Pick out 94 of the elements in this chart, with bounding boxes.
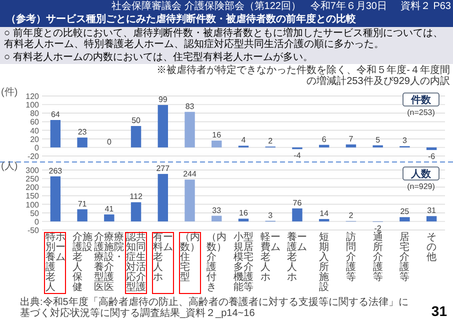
data-label: 31	[427, 206, 437, 216]
y-tick-label: 50	[30, 208, 40, 218]
y-tick-label: 120	[26, 92, 40, 101]
y-tick-label: 250	[26, 174, 40, 184]
y-tick-label: -20	[27, 152, 40, 161]
data-label: 5	[376, 135, 381, 144]
x-tick-label: 短期入所施設	[319, 232, 330, 293]
text: ○ 前年度との比較において、虐待判断件数・被虐待者数ともに増加したサービス種別については、有料老人ホーム、特別養護老人ホーム、認知症対応型共同生活介護の順に多かった。	[4, 28, 444, 50]
data-label: 41	[104, 204, 114, 214]
data-label: 244	[183, 170, 197, 179]
data-label: 76	[292, 198, 302, 208]
bar	[130, 202, 142, 222]
source-note: 出典:令和5年度「高齢者虐待の防止、高齢者の養護者に対する支援等に関する法律」に基づく対応状況等に関する調査結果_資料２_p14~16	[20, 297, 410, 319]
bar	[400, 217, 410, 222]
text: 資料２ P63	[400, 1, 451, 12]
bar	[318, 144, 330, 148]
data-label: 50	[132, 116, 142, 125]
text: 社会保障審議会 介護保険部会（第122回）	[112, 1, 301, 12]
y-tick-label: -50	[27, 226, 40, 235]
data-label: 0	[106, 137, 112, 146]
data-label: 99	[158, 95, 168, 104]
bar	[104, 214, 114, 222]
bar	[77, 138, 88, 148]
annotation: 件数	[410, 94, 432, 106]
data-label: -2	[374, 224, 382, 233]
bar	[130, 126, 142, 148]
y-tick-label: 40	[30, 126, 40, 136]
text: ※被虐待者が特定できなかった件数を除く、令和５年度-４年度間の増減計253件及び929人の内訳	[156, 65, 450, 87]
bar	[77, 209, 88, 222]
data-label: 112	[130, 192, 143, 202]
y-tick-label: 100	[26, 200, 40, 210]
text: 31	[431, 303, 447, 319]
chart-title: （参考）サービス種別ごとにみた虐待判断件数・被虐待者数の前年度との比較	[6, 14, 356, 25]
x-tick-label: 訪問介護等	[346, 232, 356, 285]
data-label: 3	[268, 210, 274, 220]
y-tick-label: 20	[30, 134, 40, 144]
category-label: 養護老人ホーム	[287, 232, 308, 283]
bar	[212, 216, 222, 222]
y-tick-label: 150	[26, 192, 40, 201]
data-label: -4	[294, 151, 302, 160]
y-tick-label: 100	[26, 100, 40, 110]
annotation: 人数	[410, 168, 432, 180]
y-axis-title: (件)	[1, 87, 18, 98]
bar	[426, 216, 437, 222]
data-label: 2	[268, 136, 274, 146]
bar	[426, 147, 437, 150]
bar	[238, 218, 249, 222]
category-label: 小規模多機能型居宅介護等	[234, 232, 254, 293]
bar	[50, 120, 61, 148]
data-label: 64	[50, 110, 60, 119]
x-tick-label: （内数）介護付き	[206, 232, 227, 293]
data-label: 2	[348, 211, 354, 220]
bar	[158, 174, 168, 222]
bar	[184, 180, 195, 222]
bar	[184, 112, 195, 148]
y-axis-title: (人)	[1, 161, 18, 172]
y-tick-label: 80	[30, 109, 40, 118]
data-label: 16	[212, 130, 222, 140]
y-tick-label: 60	[30, 118, 40, 127]
annotation: (n=253)	[407, 108, 436, 117]
data-label: 263	[48, 166, 63, 176]
bar	[292, 208, 302, 222]
data-label: -6	[428, 152, 436, 161]
category-label: 介護老人保健施設	[72, 232, 92, 293]
bar	[158, 105, 168, 148]
data-label: 277	[156, 164, 170, 173]
y-tick-label: 300	[26, 166, 40, 175]
data-label: 23	[78, 128, 88, 137]
data-label: 71	[78, 199, 88, 208]
data-label: 4	[241, 136, 246, 145]
data-label: 6	[322, 134, 327, 144]
text: ○ 有料老人ホームの内数においては、住宅型有料老人ホームが多い。	[4, 52, 313, 63]
annotation: (n=929)	[407, 182, 436, 191]
y-tick-label: 0	[34, 143, 40, 152]
data-label: 25	[400, 207, 410, 216]
data-label: 33	[212, 206, 222, 215]
category-label: 軽費老人ホーム	[260, 232, 280, 283]
x-tick-label: （内数）住宅型	[180, 232, 200, 293]
bar	[50, 176, 61, 222]
data-label: 7	[348, 134, 354, 144]
data-label: 83	[185, 102, 195, 111]
x-tick-label: 居宅介護等	[400, 232, 410, 285]
x-tick-label: その他	[426, 232, 437, 265]
data-label: 14	[320, 209, 330, 218]
bar	[346, 144, 356, 148]
data-label: 3	[402, 136, 408, 146]
bar	[212, 140, 222, 148]
x-tick-label: 通所介護等	[372, 232, 383, 285]
y-tick-label: 200	[26, 183, 40, 192]
data-label: 16	[239, 208, 248, 218]
category-label: 有料老人ホーム	[152, 232, 173, 283]
y-tick-label: 0	[34, 217, 40, 226]
category-label: 介護療養型医療施設・介護医療院	[94, 232, 124, 293]
text: 令和7年６月30日	[310, 1, 387, 12]
